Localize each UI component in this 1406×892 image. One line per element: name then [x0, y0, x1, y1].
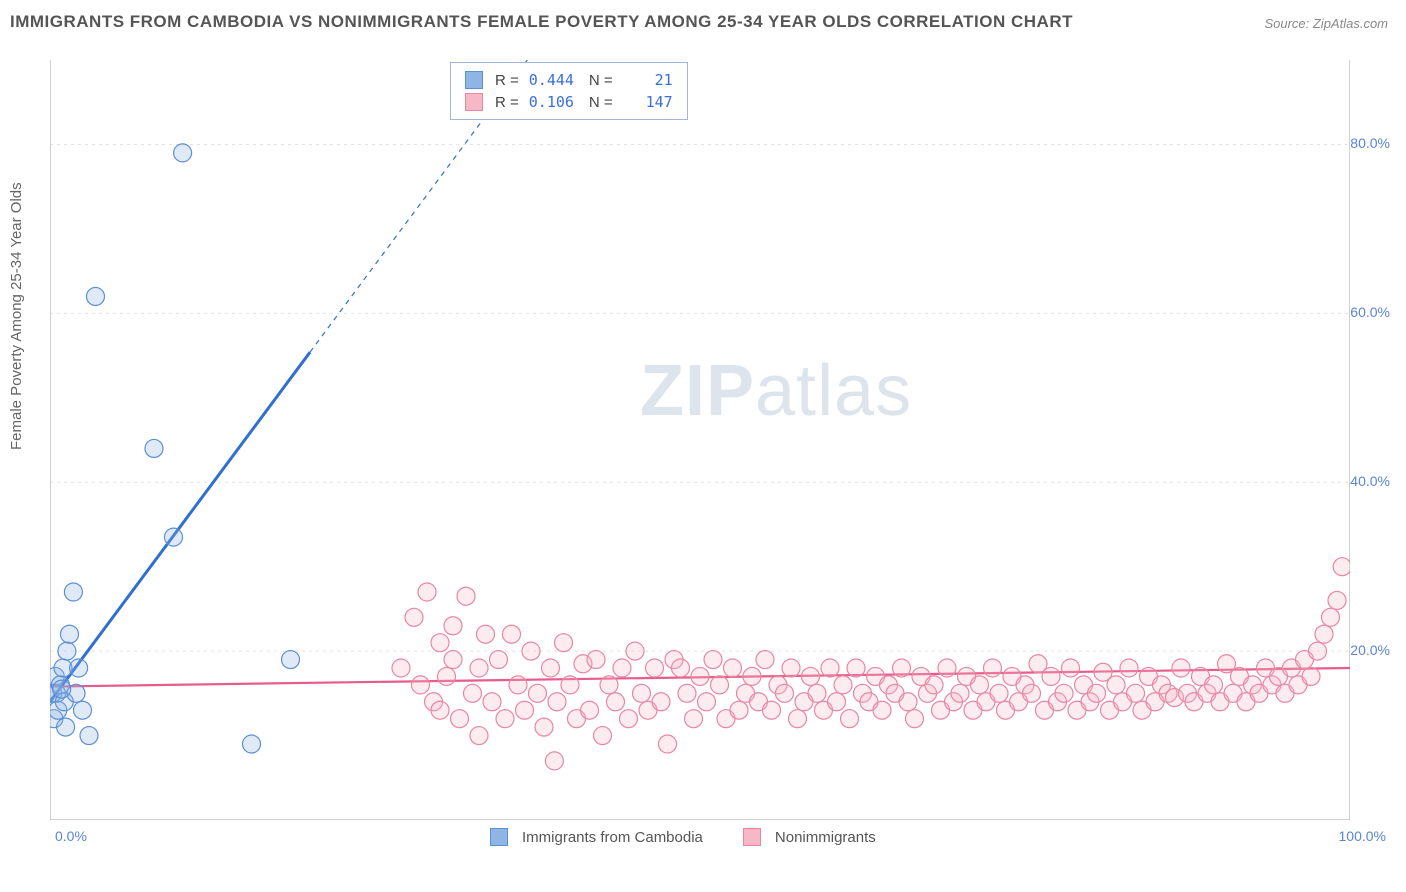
source-attribution: Source: ZipAtlas.com [1264, 16, 1388, 31]
y-axis-label: Female Poverty Among 25-34 Year Olds [8, 182, 25, 450]
chart-area [50, 60, 1350, 820]
y-tick-label: 20.0% [1350, 642, 1390, 658]
correlation-legend: R = 0.444 N = 21 R = 0.106 N = 147 [450, 62, 688, 120]
x-axis-min-label: 0.0% [55, 828, 87, 844]
legend-row-nonimmigrants: R = 0.106 N = 147 [465, 91, 673, 113]
n-label: N = [585, 72, 613, 89]
y-tick-label: 40.0% [1350, 473, 1390, 489]
r-value-immigrants: 0.444 [529, 71, 579, 89]
swatch-nonimmigrants-icon [743, 828, 761, 846]
legend-item-nonimmigrants: Nonimmigrants [743, 828, 876, 846]
n-label: N = [585, 94, 613, 111]
n-value-nonimmigrants: 147 [623, 93, 673, 111]
y-tick-label: 80.0% [1350, 135, 1390, 151]
y-tick-label: 60.0% [1350, 304, 1390, 320]
r-value-nonimmigrants: 0.106 [529, 93, 579, 111]
legend-row-immigrants: R = 0.444 N = 21 [465, 69, 673, 91]
n-value-immigrants: 21 [623, 71, 673, 89]
swatch-immigrants-icon [490, 828, 508, 846]
scatter-plot [50, 60, 1350, 820]
series-legend: Immigrants from Cambodia Nonimmigrants [490, 828, 876, 846]
legend-item-immigrants: Immigrants from Cambodia [490, 828, 703, 846]
legend-label-nonimmigrants: Nonimmigrants [775, 829, 876, 846]
swatch-immigrants [465, 71, 483, 89]
swatch-nonimmigrants [465, 93, 483, 111]
r-label: R = [495, 72, 519, 89]
x-axis-max-label: 100.0% [1339, 828, 1386, 844]
r-label: R = [495, 94, 519, 111]
legend-label-immigrants: Immigrants from Cambodia [522, 829, 703, 846]
chart-title: IMMIGRANTS FROM CAMBODIA VS NONIMMIGRANT… [10, 12, 1073, 32]
